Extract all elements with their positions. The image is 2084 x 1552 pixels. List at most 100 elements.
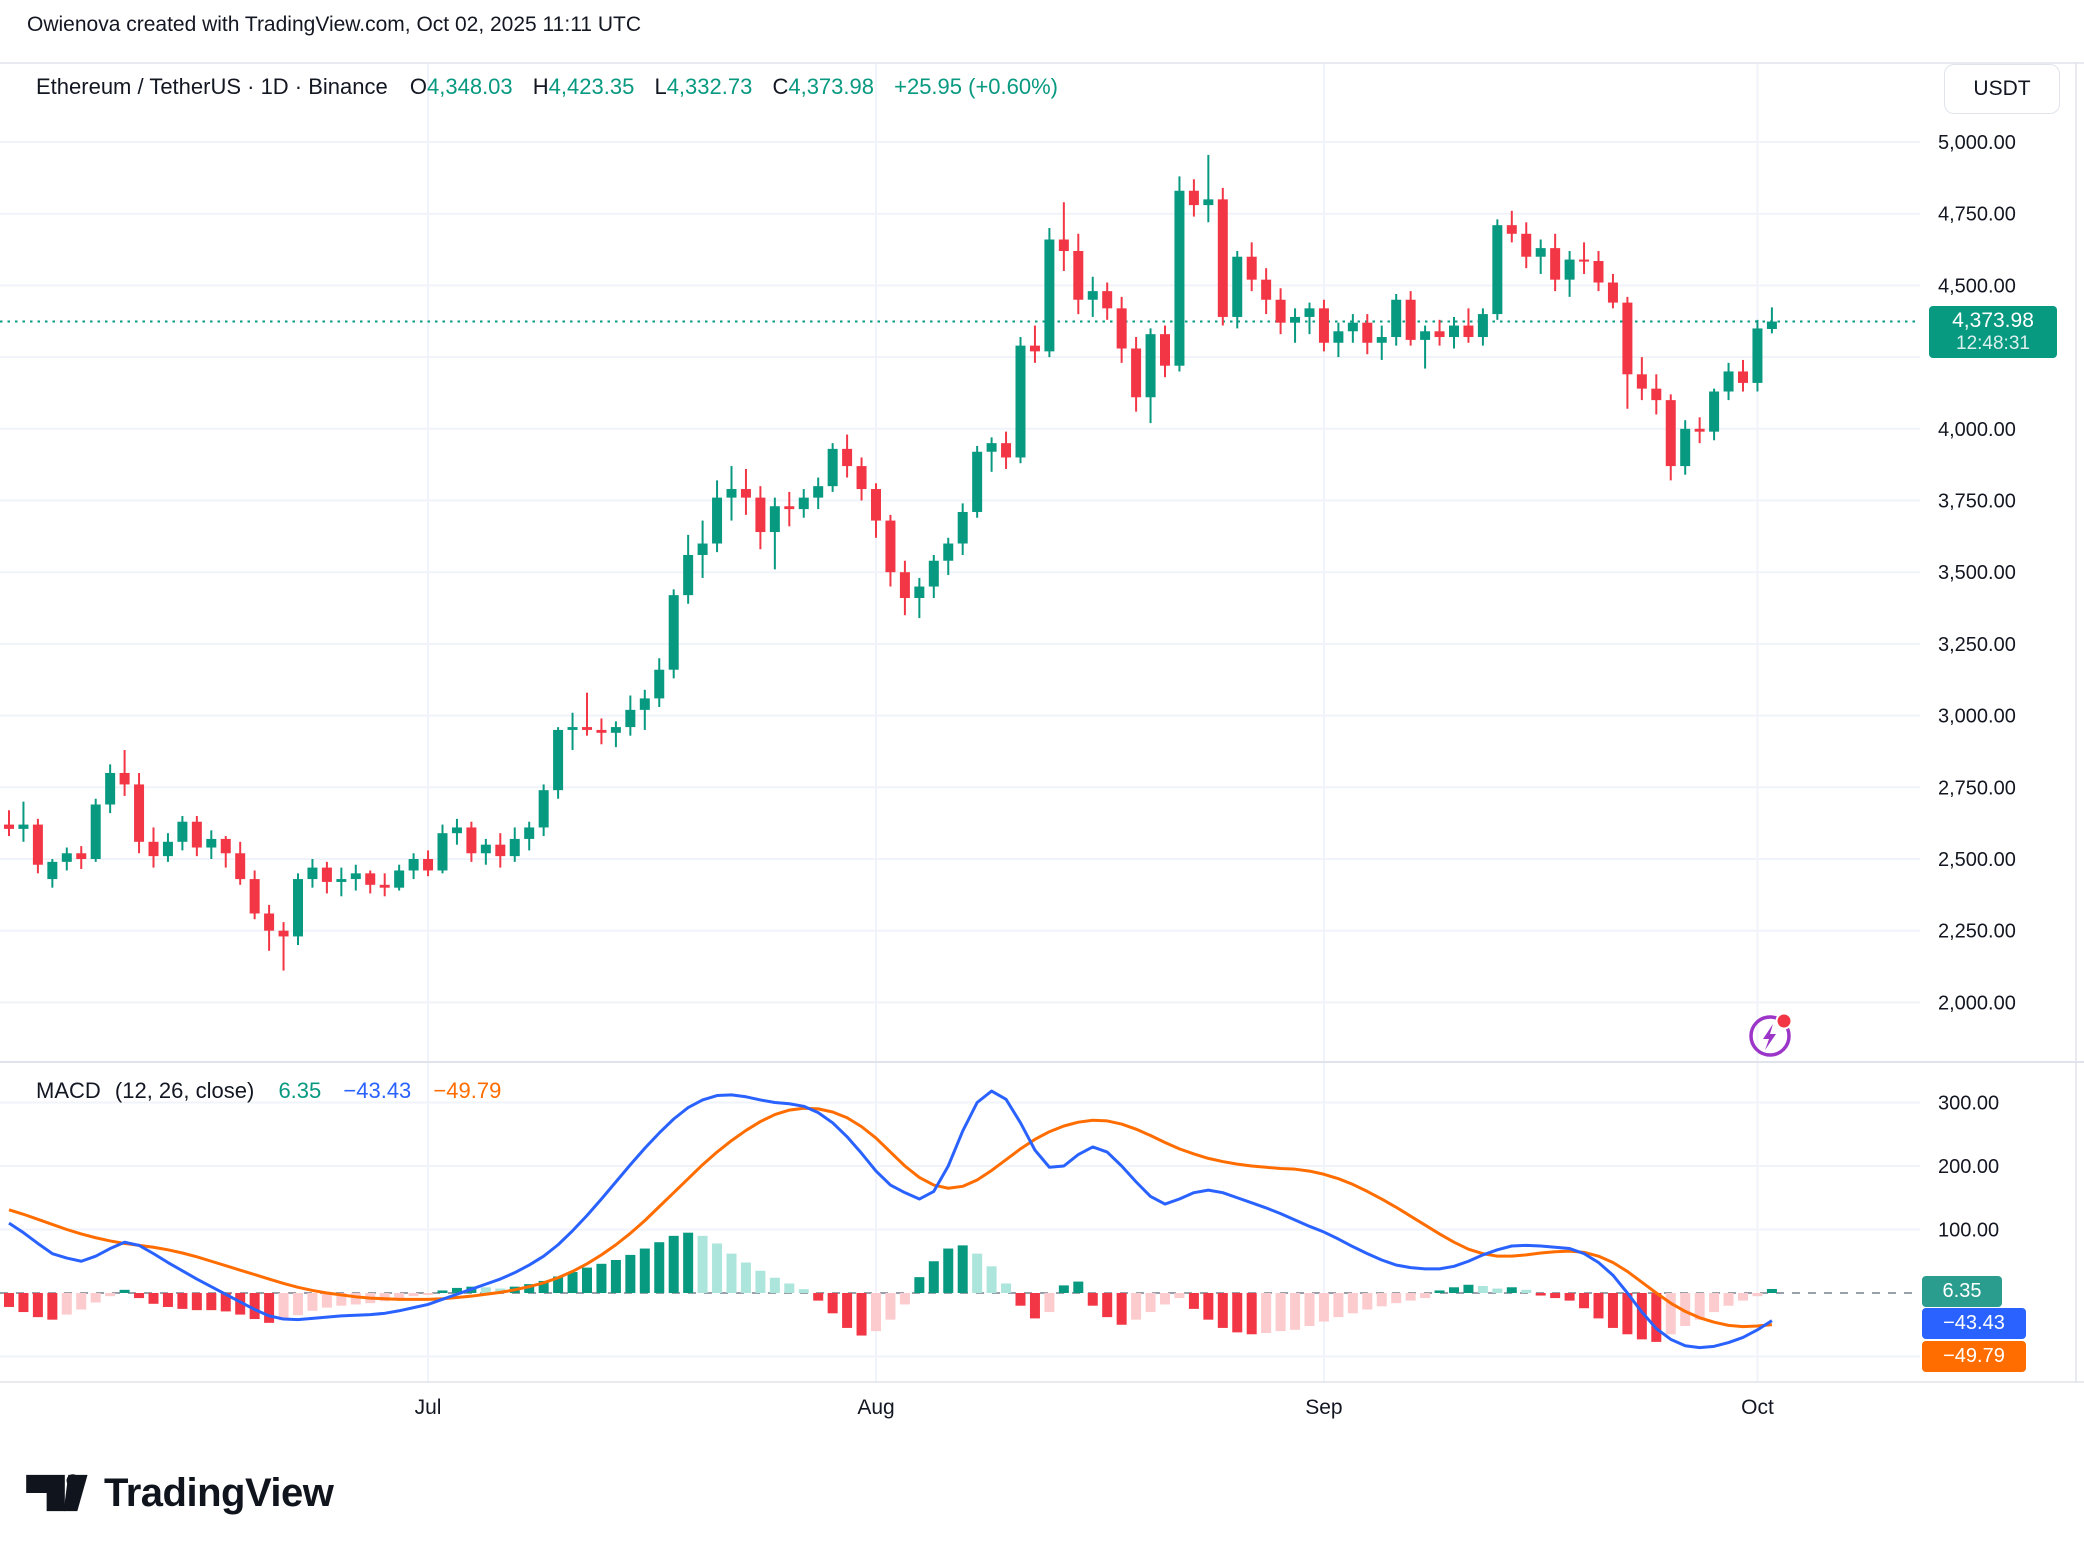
candle-body[interactable] bbox=[1723, 371, 1734, 392]
macd-histogram-bar[interactable] bbox=[350, 1293, 361, 1305]
macd-histogram-bar[interactable] bbox=[1029, 1293, 1040, 1319]
macd-histogram-bar[interactable] bbox=[697, 1235, 708, 1293]
candle-body[interactable] bbox=[1188, 190, 1199, 206]
candle-body[interactable] bbox=[1318, 308, 1329, 343]
macd-histogram-bar[interactable] bbox=[1607, 1293, 1618, 1328]
macd-macd-line[interactable] bbox=[8, 1089, 1773, 1350]
macd-histogram-bar[interactable] bbox=[1275, 1293, 1286, 1332]
candle-body[interactable] bbox=[1058, 239, 1069, 251]
macd-histogram-bar[interactable] bbox=[1145, 1293, 1156, 1313]
macd-histogram-bar[interactable] bbox=[1232, 1293, 1243, 1333]
macd-histogram-bar[interactable] bbox=[1188, 1293, 1199, 1309]
macd-histogram-bar[interactable] bbox=[957, 1245, 968, 1293]
candle-body[interactable] bbox=[943, 543, 954, 561]
macd-histogram-bar[interactable] bbox=[827, 1293, 838, 1314]
macd-histogram-bar[interactable] bbox=[1102, 1293, 1113, 1318]
macd-histogram-bar[interactable] bbox=[567, 1272, 578, 1293]
candle-body[interactable] bbox=[740, 489, 751, 498]
candle-body[interactable] bbox=[495, 844, 506, 857]
candle-body[interactable] bbox=[1376, 337, 1387, 343]
candle-body[interactable] bbox=[1521, 233, 1532, 257]
macd-histogram-bar[interactable] bbox=[1636, 1293, 1647, 1340]
candle-body[interactable] bbox=[1087, 291, 1098, 300]
candle-body[interactable] bbox=[1362, 322, 1373, 343]
candle-body[interactable] bbox=[509, 838, 520, 857]
macd-histogram-bar[interactable] bbox=[538, 1280, 549, 1293]
candle-body[interactable] bbox=[1001, 443, 1012, 458]
candle-body[interactable] bbox=[61, 853, 72, 862]
time-axis-month-label[interactable]: Oct bbox=[1741, 1396, 1774, 1419]
macd-histogram-bar[interactable] bbox=[1174, 1293, 1185, 1299]
macd-histogram-bar[interactable] bbox=[1738, 1293, 1748, 1301]
candle-body[interactable] bbox=[726, 489, 737, 498]
macd-histogram-bar[interactable] bbox=[1449, 1287, 1459, 1293]
flash-ideas-icon[interactable] bbox=[1746, 1010, 1796, 1060]
candle-body[interactable] bbox=[553, 729, 564, 791]
macd-histogram-bar[interactable] bbox=[32, 1293, 43, 1318]
macd-histogram-bar[interactable] bbox=[278, 1293, 289, 1321]
candle-body[interactable] bbox=[278, 930, 289, 937]
candle-body[interactable] bbox=[986, 443, 997, 452]
candle-body[interactable] bbox=[784, 506, 795, 510]
candle-body[interactable] bbox=[466, 827, 477, 854]
candle-body[interactable] bbox=[1766, 321, 1777, 329]
candle-body[interactable] bbox=[1564, 259, 1575, 280]
candle-body[interactable] bbox=[18, 824, 29, 829]
candle-body[interactable] bbox=[1506, 225, 1517, 234]
candle-body[interactable] bbox=[394, 870, 405, 888]
macd-histogram-bar[interactable] bbox=[76, 1293, 87, 1310]
candle-body[interactable] bbox=[451, 827, 462, 834]
symbol-title[interactable]: Ethereum / TetherUS · 1D · Binance bbox=[36, 74, 388, 99]
candle-body[interactable] bbox=[1290, 316, 1301, 323]
candle-body[interactable] bbox=[1420, 331, 1431, 340]
candle-body[interactable] bbox=[4, 824, 14, 829]
currency-toggle-button[interactable]: USDT bbox=[1944, 64, 2060, 114]
candle-body[interactable] bbox=[524, 827, 535, 839]
macd-histogram-bar[interactable] bbox=[899, 1293, 910, 1305]
candle-body[interactable] bbox=[148, 841, 159, 857]
macd-histogram-bar[interactable] bbox=[336, 1293, 347, 1306]
macd-histogram-bar[interactable] bbox=[162, 1293, 173, 1307]
macd-histogram-bar[interactable] bbox=[1318, 1293, 1329, 1322]
candle-body[interactable] bbox=[1275, 299, 1286, 323]
macd-histogram-bar[interactable] bbox=[1405, 1293, 1416, 1301]
macd-histogram-bar[interactable] bbox=[437, 1290, 448, 1293]
macd-histogram-bar[interactable] bbox=[264, 1293, 275, 1323]
candle-body[interactable] bbox=[596, 729, 607, 733]
macd-histogram-bar[interactable] bbox=[798, 1289, 809, 1293]
candle-body[interactable] bbox=[1044, 239, 1055, 352]
candle-body[interactable] bbox=[1015, 345, 1026, 458]
candle-body[interactable] bbox=[683, 554, 694, 596]
macd-histogram-bar[interactable] bbox=[1420, 1293, 1431, 1299]
time-axis-month-label[interactable]: Aug bbox=[857, 1396, 894, 1419]
macd-histogram-bar[interactable] bbox=[307, 1293, 318, 1311]
candle-body[interactable] bbox=[914, 586, 925, 599]
macd-histogram-bar[interactable] bbox=[1044, 1293, 1055, 1313]
macd-histogram-bar[interactable] bbox=[1651, 1293, 1662, 1342]
candle-body[interactable] bbox=[321, 867, 332, 882]
macd-histogram-bar[interactable] bbox=[1752, 1293, 1763, 1297]
candle-body[interactable] bbox=[639, 698, 650, 710]
candle-body[interactable] bbox=[1347, 322, 1358, 332]
candle-body[interactable] bbox=[1738, 371, 1748, 383]
candle-body[interactable] bbox=[1261, 279, 1272, 300]
macd-histogram-bar[interactable] bbox=[1087, 1293, 1098, 1306]
candle-body[interactable] bbox=[1145, 334, 1156, 398]
macd-histogram-bar[interactable] bbox=[1622, 1293, 1633, 1335]
macd-histogram-bar[interactable] bbox=[524, 1284, 535, 1293]
candle-body[interactable] bbox=[712, 497, 723, 544]
macd-histogram-bar[interactable] bbox=[1290, 1293, 1301, 1330]
macd-histogram-bar[interactable] bbox=[1463, 1284, 1474, 1293]
macd-histogram-bar[interactable] bbox=[134, 1293, 145, 1299]
candle-body[interactable] bbox=[1636, 374, 1647, 389]
macd-histogram-bar[interactable] bbox=[1709, 1293, 1720, 1313]
candle-body[interactable] bbox=[1752, 328, 1763, 383]
candle-body[interactable] bbox=[1073, 250, 1084, 300]
macd-histogram-bar[interactable] bbox=[986, 1266, 997, 1293]
macd-histogram-bar[interactable] bbox=[235, 1293, 246, 1315]
candle-body[interactable] bbox=[567, 727, 578, 730]
macd-histogram-bar[interactable] bbox=[249, 1293, 260, 1320]
candle-body[interactable] bbox=[220, 838, 231, 854]
macd-histogram-bar[interactable] bbox=[885, 1293, 896, 1320]
macd-histogram-bar[interactable] bbox=[148, 1293, 159, 1304]
